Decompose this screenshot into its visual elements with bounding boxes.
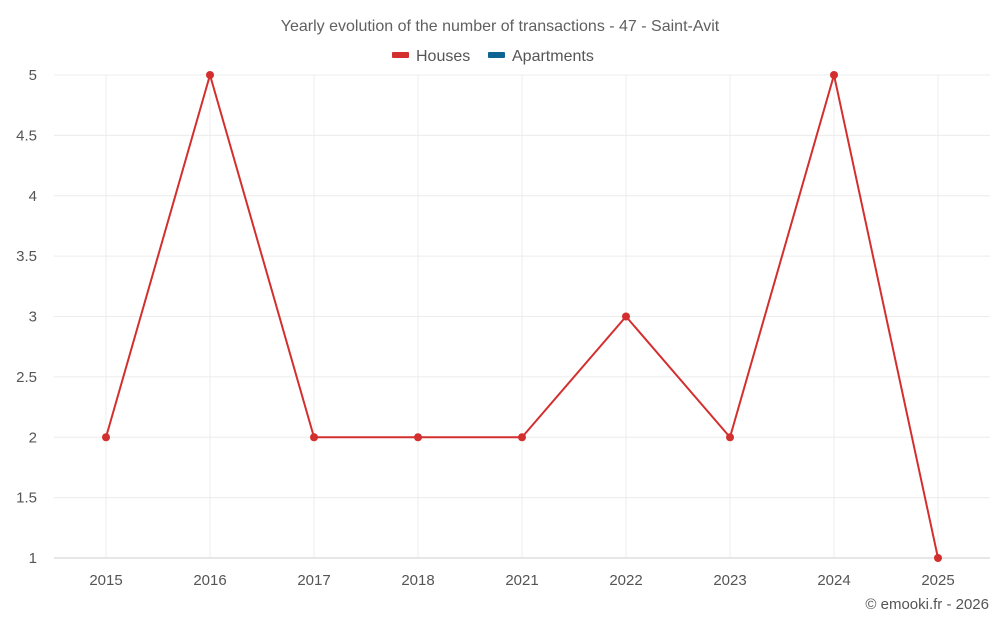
x-tick-label: 2018 [401,572,434,589]
grid [54,74,990,559]
plot-area [102,71,942,562]
x-tick-label: 2023 [713,572,746,589]
y-tick-label: 5 [29,67,37,84]
credit-text[interactable]: © emooki.fr - 2026 [865,596,989,613]
data-point-houses[interactable] [518,433,526,442]
data-point-houses[interactable] [206,71,214,79]
data-point-houses[interactable] [310,433,318,442]
y-tick-label: 1.5 [16,490,37,507]
legend-label-apartments: Apartments [512,48,594,65]
y-axis: 1 1.5 2 2.5 3 3.5 4 4.5 5 [16,67,37,567]
legend-swatch-apartments [488,52,505,58]
x-tick-label: 2025 [921,572,954,589]
y-tick-label: 3 [29,309,37,326]
data-point-houses[interactable] [830,71,838,79]
data-point-houses[interactable] [102,433,110,442]
y-tick-label: 2 [29,429,37,446]
data-point-houses[interactable] [414,433,422,442]
legend-item-houses[interactable]: Houses [392,48,470,65]
x-tick-label: 2021 [505,572,538,589]
y-tick-label: 2.5 [16,369,37,386]
legend: Houses Apartments [392,48,594,65]
data-point-houses[interactable] [934,554,942,562]
chart-title: Yearly evolution of the number of transa… [281,18,720,35]
y-tick-label: 1 [29,550,37,567]
y-tick-label: 3.5 [16,248,37,265]
data-point-houses[interactable] [622,312,630,321]
x-axis: 2015 2016 2017 2018 2021 2022 2023 2024 2025 [89,572,954,589]
x-tick-label: 2017 [297,572,330,589]
legend-item-apartments[interactable]: Apartments [488,48,594,65]
y-tick-label: 4.5 [16,127,37,144]
legend-label-houses: Houses [416,48,470,65]
x-tick-label: 2015 [89,572,122,589]
legend-swatch-houses [392,52,409,58]
x-tick-label: 2022 [609,572,642,589]
x-tick-label: 2024 [817,572,850,589]
y-tick-label: 4 [29,188,37,205]
x-tick-label: 2016 [193,572,226,589]
data-point-houses[interactable] [726,433,734,442]
